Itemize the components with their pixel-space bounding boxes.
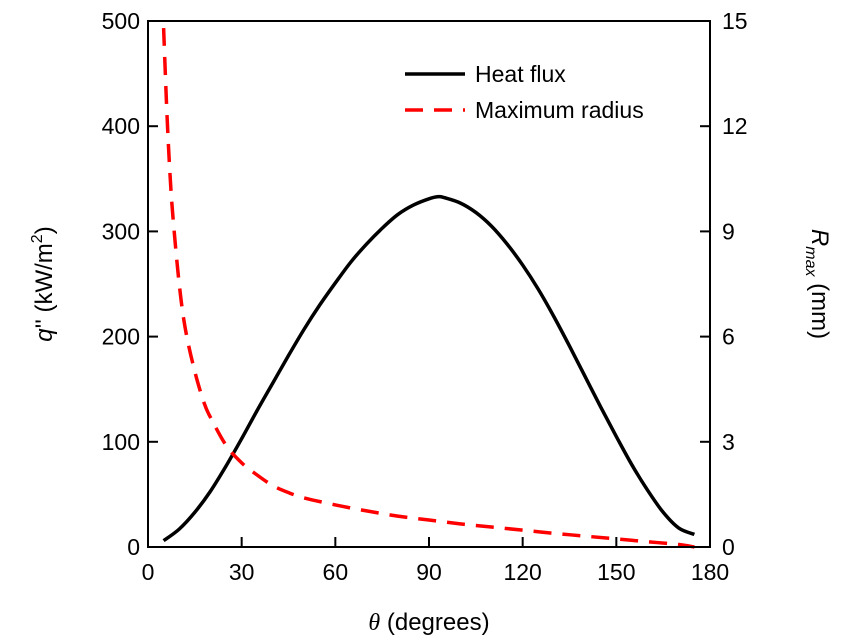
- left-y-tick-label: 200: [102, 324, 140, 350]
- right-y-axis-label-text: (mm): [806, 276, 833, 339]
- left-y-axis-ticks: 0 100 200 300 400 500: [102, 8, 158, 560]
- left-y-tick-label: 500: [102, 8, 140, 34]
- left-y-axis-superscript: 2: [29, 234, 46, 243]
- x-tick-label: 150: [597, 559, 635, 585]
- right-y-tick-label: 15: [722, 8, 748, 34]
- right-y-tick-label: 6: [722, 324, 735, 350]
- legend: Heat flux Maximum radius: [405, 61, 644, 123]
- x-tick-label: 30: [229, 559, 255, 585]
- left-y-axis-label: q'' (kW/m2): [29, 226, 58, 341]
- right-y-axis-symbol: R: [806, 229, 833, 246]
- x-tick-label: 90: [416, 559, 442, 585]
- left-y-tick-label: 100: [102, 429, 140, 455]
- heat-flux-line: [162, 194, 696, 543]
- legend-label: Heat flux: [475, 61, 566, 87]
- x-tick-label: 120: [503, 559, 541, 585]
- right-y-tick-label: 9: [722, 218, 735, 244]
- right-y-tick-label: 0: [722, 534, 735, 560]
- right-y-tick-label: 12: [722, 113, 748, 139]
- legend-label: Maximum radius: [475, 97, 644, 123]
- x-axis-symbol: θ: [368, 610, 380, 636]
- right-y-axis-label: Rmax (mm): [802, 229, 833, 339]
- right-y-tick-label: 3: [722, 429, 735, 455]
- left-y-tick-label: 0: [127, 534, 140, 560]
- right-y-axis-subscript: max: [802, 246, 819, 277]
- maximum-radius-line: [161, 27, 695, 549]
- plot-lines: [161, 27, 696, 549]
- x-tick-label: 60: [323, 559, 349, 585]
- left-y-axis-symbol: q: [31, 328, 58, 342]
- left-y-tick-label: 300: [102, 218, 140, 244]
- x-tick-label: 0: [142, 559, 155, 585]
- left-y-axis-label-close: ): [31, 226, 58, 234]
- x-axis-ticks: 0 30 60 90 120 150 180: [142, 537, 729, 585]
- x-axis-label-text: (degrees): [380, 609, 489, 636]
- left-y-axis-label-text: '' (kW/m: [31, 243, 58, 328]
- left-y-tick-label: 400: [102, 113, 140, 139]
- x-axis-label: θ (degrees): [368, 609, 489, 636]
- right-y-axis-ticks: 0 3 6 9 12 15: [700, 8, 748, 560]
- x-tick-label: 180: [691, 559, 729, 585]
